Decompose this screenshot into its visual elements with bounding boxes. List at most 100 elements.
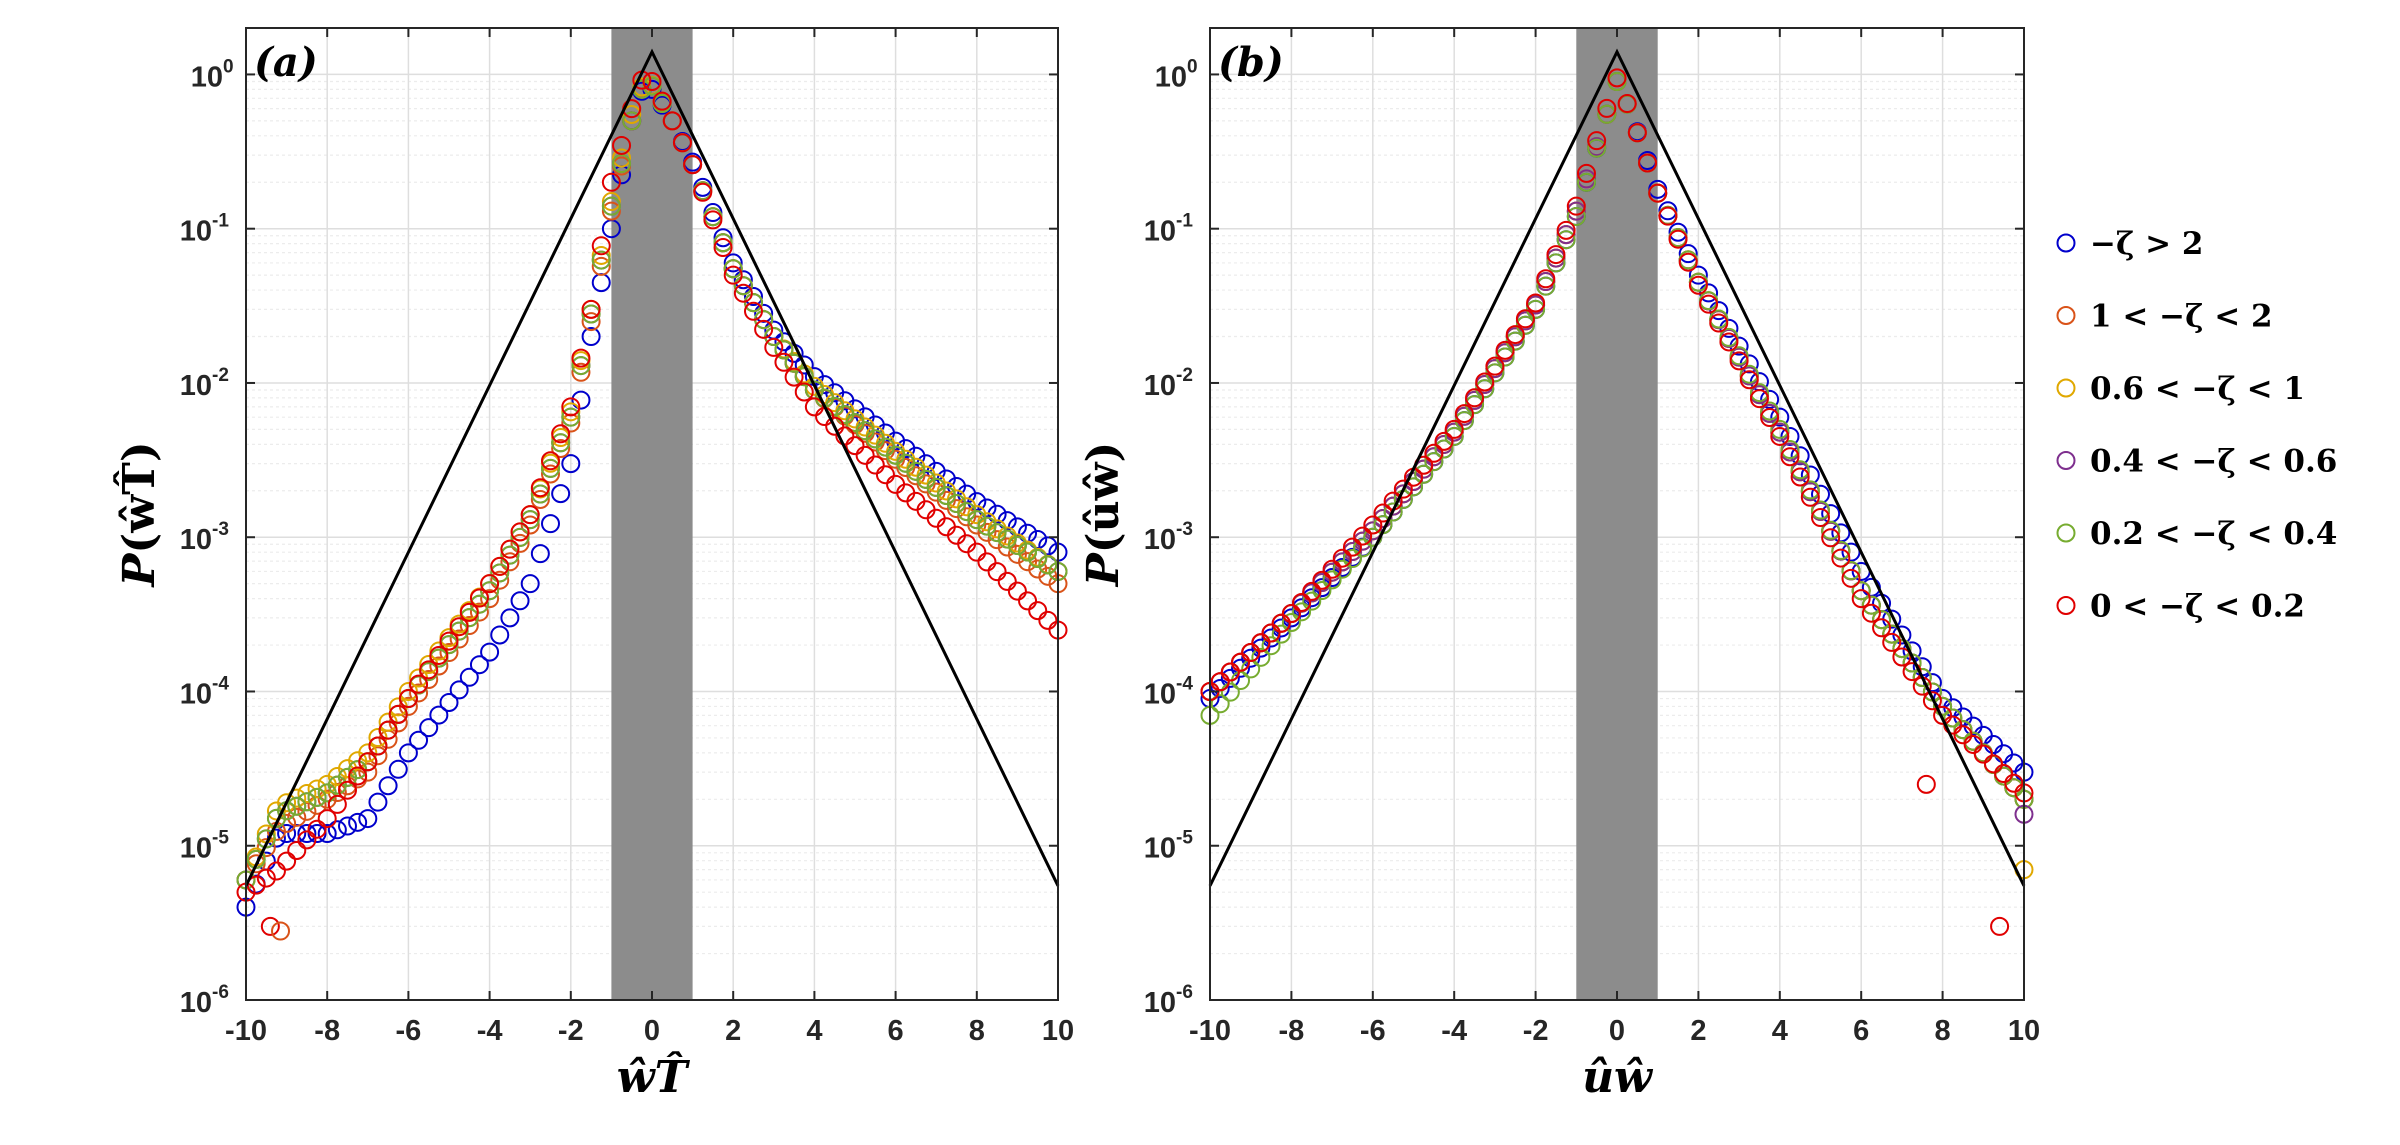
data-point xyxy=(1709,301,1729,321)
data-point xyxy=(541,514,560,534)
data-point xyxy=(977,498,997,518)
data-point xyxy=(256,838,276,858)
legend-label: 0.2 < −ζ < 0.4 xyxy=(2090,516,2337,552)
data-point xyxy=(622,111,642,131)
data-point xyxy=(1617,94,1637,114)
panel-a-y-axis-title: P(ŵT̂) xyxy=(112,441,165,588)
data-point xyxy=(1526,299,1546,319)
data-point xyxy=(794,367,814,387)
data-point xyxy=(1332,559,1352,579)
data-point xyxy=(541,464,560,484)
data-point xyxy=(1414,464,1434,484)
y-tick-label: 10 xyxy=(180,524,212,556)
data-point xyxy=(1302,591,1322,611)
data-point xyxy=(581,327,601,347)
data-point xyxy=(277,851,297,871)
data-point xyxy=(561,397,581,417)
data-point xyxy=(977,522,997,542)
data-point xyxy=(307,819,327,839)
data-point xyxy=(713,238,733,258)
legend-entry: 1 < −ζ < 2 xyxy=(2056,299,2273,335)
data-point xyxy=(1434,439,1454,459)
y-tick-label: 10 xyxy=(1144,987,1176,1019)
legend-label: 0.4 < −ζ < 0.6 xyxy=(2090,444,2337,480)
data-point xyxy=(591,236,611,256)
data-point xyxy=(1638,153,1658,173)
data-point xyxy=(1495,340,1515,360)
data-point xyxy=(246,854,266,874)
data-point xyxy=(1261,623,1281,643)
data-point xyxy=(1271,618,1291,638)
data-point xyxy=(378,720,398,740)
data-point xyxy=(307,779,327,799)
x-tick-label: 10 xyxy=(2008,1015,2040,1047)
legend-entry: −ζ > 2 xyxy=(2056,226,2203,262)
data-point xyxy=(581,299,601,319)
data-point xyxy=(1821,528,1841,548)
x-tick-label: -6 xyxy=(396,1015,422,1047)
data-point xyxy=(510,522,530,542)
data-point xyxy=(480,642,500,662)
data-point xyxy=(1800,480,1820,500)
data-point xyxy=(561,407,581,427)
data-point xyxy=(1566,206,1586,226)
data-point xyxy=(368,792,388,812)
y-tick-exponent: 0 xyxy=(223,56,234,77)
data-point xyxy=(1018,542,1038,562)
y-tick-label: 10 xyxy=(1144,833,1176,865)
data-point xyxy=(1383,496,1403,516)
data-point xyxy=(510,527,530,547)
legend-entry: 0.2 < −ζ < 0.4 xyxy=(2056,516,2337,552)
data-point xyxy=(500,539,520,559)
data-point xyxy=(1678,252,1698,272)
data-point xyxy=(520,515,540,535)
data-point xyxy=(490,625,510,645)
y-tick-label: 10 xyxy=(1144,370,1176,402)
data-point xyxy=(469,655,489,675)
data-point xyxy=(1220,668,1240,688)
data-point xyxy=(358,743,378,763)
data-point xyxy=(530,478,550,498)
data-point xyxy=(612,154,632,174)
panel-b-x-axis-title: ûŵ xyxy=(1582,1052,1654,1103)
data-point xyxy=(1587,138,1607,158)
y-tick-label: 10 xyxy=(180,216,212,248)
x-tick-label: -10 xyxy=(225,1015,267,1047)
data-point xyxy=(581,304,601,324)
data-point xyxy=(1444,419,1464,439)
data-point xyxy=(260,916,280,936)
data-point xyxy=(1251,638,1271,658)
data-point xyxy=(338,780,357,800)
legend-marker xyxy=(2056,233,2076,253)
data-point xyxy=(256,868,276,888)
data-point xyxy=(1953,725,1973,745)
data-point xyxy=(398,743,418,763)
data-point xyxy=(835,426,855,446)
y-tick-exponent: -4 xyxy=(1176,673,1193,694)
data-point xyxy=(1973,744,1993,764)
legend-marker xyxy=(2056,378,2076,398)
data-point xyxy=(277,824,297,844)
data-point xyxy=(388,759,408,779)
data-point xyxy=(459,667,479,687)
data-point xyxy=(307,824,327,844)
legend-label: −ζ > 2 xyxy=(2090,226,2203,262)
data-point xyxy=(1841,568,1861,588)
y-tick-label: 10 xyxy=(1144,524,1176,556)
data-point xyxy=(733,283,753,303)
data-point xyxy=(409,730,429,750)
data-point xyxy=(449,617,469,637)
data-point xyxy=(327,820,347,840)
data-point xyxy=(1322,559,1342,579)
data-point xyxy=(1861,603,1881,623)
data-point xyxy=(1342,542,1362,562)
data-point xyxy=(429,705,449,725)
data-point xyxy=(449,680,469,700)
x-tick-label: -2 xyxy=(1523,1015,1549,1047)
legend-marker xyxy=(2056,523,2076,543)
data-point xyxy=(744,301,763,321)
data-point xyxy=(1393,479,1413,499)
data-point xyxy=(683,155,703,175)
data-point xyxy=(510,591,530,611)
data-point xyxy=(551,484,571,504)
